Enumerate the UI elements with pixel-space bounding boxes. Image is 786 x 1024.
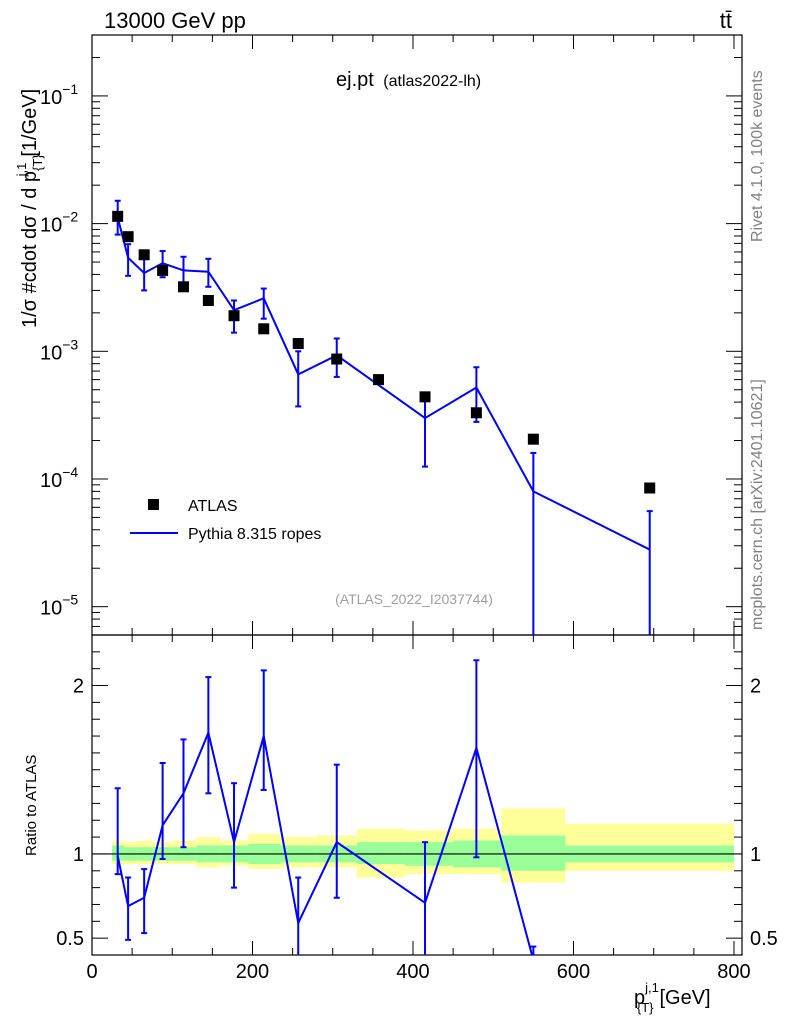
ratio-y-axis-label: Ratio to ATLAS (23, 755, 40, 856)
atlas-data-point (177, 281, 189, 293)
y-tick-label: 10−3 (40, 336, 78, 364)
main-axis-ticks: 10−510−410−310−210−1 (40, 35, 742, 636)
y-tick-exponent: −2 (62, 209, 78, 225)
ratio-band-inner (356, 842, 405, 865)
y-tick-label: 10−4 (40, 464, 78, 492)
x-tick-label: 400 (396, 961, 429, 983)
y-tick-base: 10 (40, 598, 62, 620)
y-axis-label-unit: [1/GeV] (19, 89, 41, 157)
ratio-tick-label-right: 1 (750, 844, 761, 866)
ratio-plot-frame (91, 634, 743, 956)
y-tick-base: 10 (40, 470, 62, 492)
atlas-data-point (138, 249, 150, 261)
x-axis-label-sub: {T} (637, 1000, 654, 1015)
atlas-data-point (372, 374, 384, 386)
ratio-band-inner (501, 835, 566, 871)
plot-title-group: ej.pt (atlas2022-lh) (336, 69, 481, 91)
ratio-tick-label-right: 2 (750, 676, 761, 698)
atlas-data-point (228, 310, 240, 322)
ratio-tick-label-left: 1 (73, 844, 84, 866)
energy-label: 13000 GeV pp (104, 8, 246, 33)
ratio-tick-label-right: 0.5 (750, 928, 778, 950)
y-tick-exponent: −5 (62, 592, 78, 608)
ratio-uncertainty-bands (112, 808, 734, 883)
x-tick-label: 600 (557, 961, 590, 983)
x-axis-label: pj,1 {T} [GeV] (634, 980, 711, 1015)
main-plot-frame (91, 34, 743, 636)
ratio-tick-label-left: 2 (73, 676, 84, 698)
rivet-label: Rivet 4.1.0, 100k events (749, 70, 766, 242)
ratio-data-layer (114, 659, 537, 955)
y-tick-exponent: −4 (62, 464, 78, 480)
main-data-layer (112, 199, 656, 635)
x-tick-label: 0 (86, 961, 97, 983)
x-tick-label: 800 (717, 961, 750, 983)
x-tick-label: 200 (236, 961, 269, 983)
y-tick-label: 10−5 (40, 592, 78, 620)
pythia-line (116, 217, 651, 551)
atlas-data-point (470, 407, 482, 419)
x-axis-label-unit: [GeV] (659, 987, 710, 1009)
atlas-data-point (112, 210, 124, 222)
atlas-data-point (258, 323, 270, 335)
y-tick-label: 10−2 (40, 209, 78, 237)
analysis-id: (ATLAS_2022_I2037744) (335, 591, 493, 607)
y-tick-base: 10 (40, 342, 62, 364)
atlas-data-point (331, 353, 343, 365)
legend-label-atlas: ATLAS (188, 498, 238, 515)
x-axis-label-main: p (634, 987, 645, 1009)
x-axis-label-sup: j,1 (644, 980, 659, 995)
y-tick-exponent: −3 (62, 336, 78, 352)
mcplots-label: mcplots.cern.ch [arXiv:2401.10621] (749, 379, 766, 630)
legend-marker-atlas (148, 499, 159, 510)
atlas-data-point (292, 338, 304, 350)
process-label: tt̄ (720, 8, 732, 33)
y-axis-label: 1/σ #cdot dσ / d p{T}j,1 [1/GeV] (14, 89, 45, 328)
y-tick-label: 10−1 (40, 81, 78, 109)
plot-title: ej.pt (336, 69, 374, 91)
y-axis-label-sup: j,1 (14, 163, 29, 178)
y-tick-base: 10 (40, 87, 62, 109)
y-axis-label-sub: {T} (30, 154, 45, 171)
atlas-data-point (527, 433, 539, 445)
plot-subtitle: (atlas2022-lh) (383, 73, 481, 90)
atlas-data-point (644, 482, 656, 494)
atlas-data-point (157, 264, 169, 276)
atlas-data-point (419, 391, 431, 403)
y-tick-base: 10 (40, 215, 62, 237)
y-axis-label-main: 1/σ #cdot dσ / d p (19, 171, 41, 328)
ratio-tick-label-left: 0.5 (56, 928, 84, 950)
legend-label-pythia: Pythia 8.315 ropes (188, 526, 321, 543)
atlas-data-point (202, 294, 214, 306)
y-tick-exponent: −1 (62, 81, 78, 97)
atlas-data-point (122, 231, 134, 243)
